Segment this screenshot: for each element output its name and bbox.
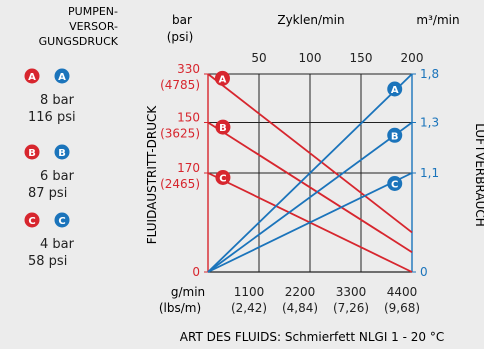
air-badge-c-letter: C [391, 180, 398, 191]
air-badge-a-letter: A [391, 85, 399, 96]
legend-psi-a: 116 psi [28, 110, 76, 125]
right-tick-label-2: 1,1 [420, 166, 439, 180]
legend-red-badge-b-circle [24, 144, 40, 160]
pressure-line-a [207, 73, 413, 234]
legend-psi-c: 58 psi [28, 254, 67, 269]
air-badge-b-letter: B [391, 131, 399, 142]
bottom-tick-lbs-2: (7,26) [333, 301, 369, 315]
top-tick-label-0: 50 [251, 51, 266, 65]
pressure-badge-a-circle [214, 70, 230, 86]
pressure-badge-c-circle [215, 169, 231, 185]
top-tick-label-2: 150 [350, 51, 373, 65]
legend-blue-badge-b-circle [54, 144, 70, 160]
air-badge-a-circle [387, 81, 403, 97]
top-axis-label: Zyklen/min [277, 13, 344, 27]
left-unit-bar: bar [172, 13, 192, 27]
bottom-unit-g: g/min [171, 285, 205, 299]
bottom-tick-lbs-1: (4,84) [282, 301, 318, 315]
legend-psi-b: 87 psi [28, 186, 67, 201]
legend-bar-a: 8 bar [40, 93, 75, 108]
left-tick-bar-3: 0 [192, 265, 200, 279]
legend-blue-badge-c-circle [54, 212, 70, 228]
air-line-a [207, 73, 413, 273]
pressure-badge-b-letter: B [219, 123, 227, 134]
panel-header-line-3: GUNGSDRUCK [39, 35, 119, 48]
air-badge-c-circle [387, 176, 403, 191]
panel-header-line-2: VERSOR- [69, 20, 118, 33]
legend-bar-c: 4 bar [40, 237, 75, 252]
right-tick-label-1: 1,3 [420, 116, 439, 130]
right-axis-unit-text: m³/min [416, 13, 459, 27]
left-axis-label: FLUIDAUSTRITT-DRUCK [145, 105, 159, 245]
legend-blue-badge-a-circle [54, 68, 70, 84]
legend-red-badge-b-letter: B [28, 148, 36, 159]
top-tick-label-1: 100 [299, 51, 322, 65]
left-tick-psi-1: (3625) [160, 127, 200, 141]
legend-red-badge-a-circle [24, 68, 40, 84]
pressure-badge-b-circle [215, 119, 231, 135]
bottom-tick-labels: 1100 (2,42) 2200 (4,84) 3300 (7,26) 4400 (9,68) [231, 285, 420, 315]
plot-area: 50 100 150 200 330 (4785) 150 (3625) 170 (2465) 0 1… [160, 51, 439, 279]
bottom-tick-g-0: 1100 [234, 285, 265, 299]
bottom-tick-g-2: 3300 [336, 285, 367, 299]
right-axis-label: LUFTVERBRAUCH [473, 123, 484, 227]
pressure-badge-c-letter: C [219, 173, 226, 184]
right-tick-label-3: 0 [420, 265, 428, 279]
legend-red-badge-c-letter: C [28, 216, 35, 227]
left-tick-bar-0: 330 [177, 62, 200, 76]
bottom-tick-lbs-3: (9,68) [384, 301, 420, 315]
legend-blue-badge-b-letter: B [58, 148, 66, 159]
fluid-type-footer: ART DES FLUIDS: Schmierfett NLGI 1 - 20 … [180, 330, 444, 344]
air-line-b [207, 121, 413, 273]
panel-header-line-1: PUMPEN- [68, 5, 118, 18]
left-tick-bar-2: 170 [177, 161, 200, 175]
supply-pressure-panel: PUMPEN- VERSOR- GUNGSDRUCK [39, 5, 119, 48]
right-axis-unit: m³/min [416, 13, 459, 27]
legend-bar-b: 6 bar [40, 169, 75, 184]
bottom-unit-lbs: (lbs/m) [159, 301, 201, 315]
left-tick-bar-1: 150 [177, 111, 200, 125]
pressure-line-b [207, 121, 413, 253]
left-tick-psi-0: (4785) [160, 78, 200, 92]
bottom-tick-g-1: 2200 [285, 285, 316, 299]
air-line-c [207, 172, 413, 273]
bottom-tick-lbs-0: (2,42) [231, 301, 267, 315]
legend-blue-badge-c-letter: C [58, 216, 65, 227]
legend-blue-badge-a-letter: A [58, 72, 66, 83]
right-tick-label-0: 1,8 [420, 67, 439, 81]
supply-pressure-entries: A A 8 bar 116 psi B B 6 bar 87 psi C C 4 bar 58 psi [24, 68, 76, 269]
top-tick-label-3: 200 [401, 51, 424, 65]
left-tick-psi-2: (2465) [160, 177, 200, 191]
bottom-tick-g-3: 4400 [387, 285, 418, 299]
legend-red-badge-c-circle [24, 212, 40, 228]
legend-red-badge-a-letter: A [28, 72, 36, 83]
pressure-badge-a-letter: A [219, 74, 227, 85]
left-unit-psi: (psi) [167, 30, 194, 44]
air-badge-b-circle [387, 127, 403, 143]
